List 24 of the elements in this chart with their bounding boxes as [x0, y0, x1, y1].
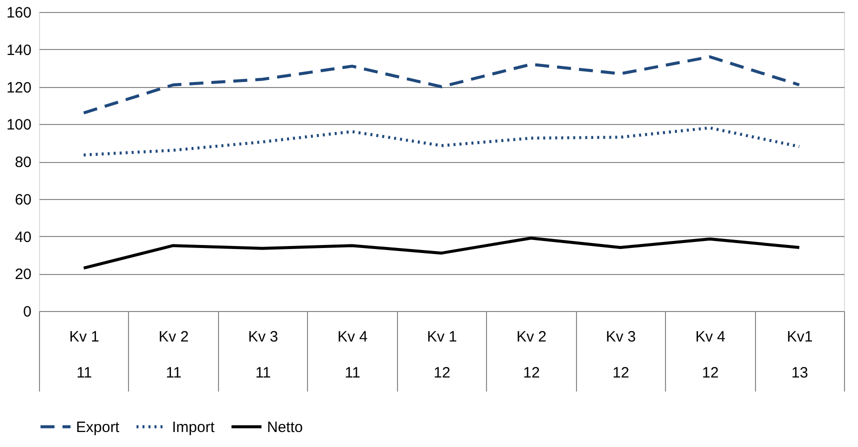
line-series — [82, 55, 801, 114]
y-tick-label: 140 — [6, 42, 32, 59]
line-series — [82, 126, 801, 156]
legend-label: Import — [172, 418, 216, 436]
legend-label: Export — [76, 418, 120, 436]
y-tick-label: 40 — [14, 228, 32, 246]
y-tick-label: 60 — [14, 191, 32, 208]
y-tick-label: 20 — [14, 266, 32, 284]
y-tick-label: 100 — [6, 116, 32, 134]
category-label: Kv 2 11 — [158, 328, 189, 382]
legend-label: Netto — [267, 418, 303, 436]
line-series — [82, 236, 801, 270]
y-tick-label: 160 — [6, 4, 32, 22]
y-tick-label: 0 — [23, 304, 32, 320]
category-label: Kv 3 12 — [606, 328, 636, 382]
category-label: Kv 1 12 — [426, 328, 458, 382]
category-label: Kv 1 11 — [69, 328, 100, 382]
category-label: Kv1 13 — [786, 328, 813, 382]
category-label: Kv 4 11 — [338, 328, 368, 382]
y-tick-label: 120 — [6, 79, 32, 96]
y-tick-label: 80 — [14, 154, 32, 171]
category-label: Kv 3 11 — [248, 328, 278, 382]
category-label: Kv 2 12 — [516, 328, 546, 382]
category-label: Kv 4 12 — [695, 328, 726, 382]
